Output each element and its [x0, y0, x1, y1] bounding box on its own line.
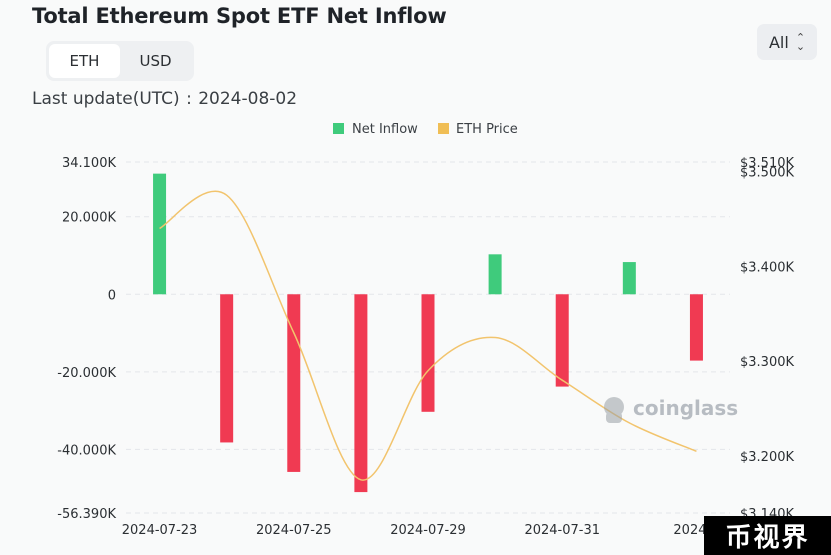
legend-swatch-net-inflow: [333, 123, 344, 134]
unit-option-eth[interactable]: ETH: [49, 44, 120, 78]
right-axis-tick-label: $3.500K: [740, 165, 794, 180]
net-inflow-bar: [153, 173, 167, 295]
legend-swatch-eth-price: [438, 123, 449, 134]
unit-toggle: ETH USD: [46, 41, 194, 81]
net-inflow-bar: [622, 262, 636, 295]
x-axis-tick-label: 2024-07-31: [524, 523, 600, 538]
right-axis-tick-label: $3.400K: [740, 260, 794, 275]
left-axis-tick-label: -40.000K: [57, 443, 116, 458]
legend-label-eth-price: ETH Price: [456, 122, 518, 137]
last-update-separator: :: [186, 89, 192, 109]
left-axis-tick-label: 0: [108, 288, 116, 303]
net-inflow-bar: [421, 294, 435, 412]
net-inflow-bar: [555, 294, 569, 387]
right-axis-tick-label: $3.300K: [740, 355, 794, 370]
net-inflow-bar: [488, 254, 502, 295]
chart-title: Total Ethereum Spot ETF Net Inflow: [32, 4, 447, 28]
left-axis-tick-label: -56.390K: [57, 507, 116, 522]
range-select-value: All: [768, 32, 789, 52]
legend-label-net-inflow: Net Inflow: [352, 122, 418, 137]
net-inflow-bar: [220, 294, 234, 443]
x-axis-tick-label: 2024-07-29: [390, 523, 466, 538]
range-select[interactable]: All ⌃ ⌄: [757, 24, 817, 60]
right-axis-tick-label: $3.510K: [740, 156, 794, 171]
right-axis-tick-label: $3.200K: [740, 450, 794, 465]
last-update-value: 2024-08-02: [198, 89, 298, 109]
chevron-up-down-icon: ⌃ ⌄: [795, 31, 806, 53]
coinglass-logo-head: [604, 397, 624, 417]
net-inflow-bar: [689, 294, 703, 361]
last-update: Last update(UTC) : 2024-08-02: [32, 89, 297, 109]
eth-price-line: [159, 190, 697, 481]
x-axis-tick-label: 2024-07-25: [256, 523, 332, 538]
left-axis-tick-label: 34.100K: [62, 156, 116, 171]
coinglass-logo-body: [606, 412, 622, 423]
last-update-label: Last update(UTC): [32, 89, 180, 109]
unit-option-usd[interactable]: USD: [139, 52, 172, 70]
watermark: 币视界: [704, 516, 831, 555]
net-inflow-bar: [354, 294, 368, 493]
x-axis-tick-label: 2024-07-23: [122, 523, 198, 538]
coinglass-wordmark: coinglass: [633, 396, 738, 420]
coinglass-logo-icon: [604, 397, 624, 423]
left-axis-tick-label: -20.000K: [57, 366, 116, 381]
left-axis-tick-label: 20.000K: [62, 211, 116, 226]
